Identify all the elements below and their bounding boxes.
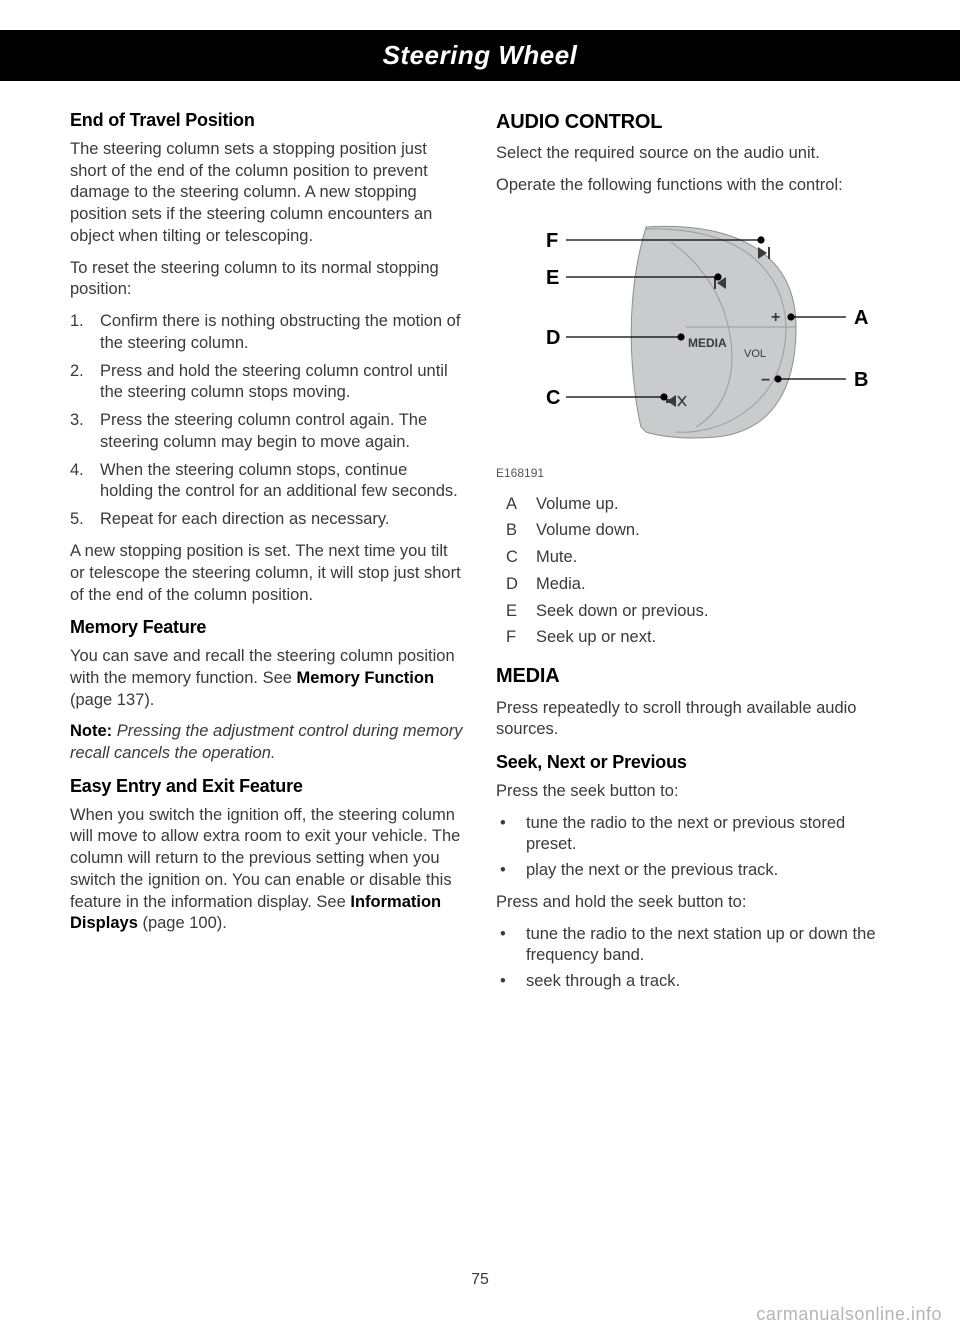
legend-value: Volume down. [536,520,640,542]
left-column: End of Travel Position The steering colu… [70,109,464,1003]
heading-media: MEDIA [496,663,890,689]
bullet-icon: • [496,813,526,857]
legend-value: Seek down or previous. [536,601,708,623]
minus-icon: − [761,372,770,389]
para: Operate the following functions with the… [496,175,890,197]
legend-key: E [496,601,536,623]
heading-end-of-travel: End of Travel Position [70,109,464,133]
reset-steps-list: 1.Confirm there is nothing obstructing t… [70,311,464,531]
legend-key: B [496,520,536,542]
page: Steering Wheel End of Travel Position Th… [0,0,960,1337]
legend-value: Media. [536,574,586,596]
note: Note: Pressing the adjustment control du… [70,721,464,765]
list-text: Confirm there is nothing obstructing the… [100,311,464,355]
list-item: 1.Confirm there is nothing obstructing t… [70,311,464,355]
callout-E: E [546,267,559,289]
list-item: •play the next or the previous track. [496,860,890,882]
content-columns: End of Travel Position The steering colu… [70,109,890,1003]
callout-B: B [854,369,868,391]
legend-item: ESeek down or previous. [496,601,890,623]
bullet-icon: • [496,971,526,993]
list-item: 4.When the steering column stops, contin… [70,460,464,504]
para: Select the required source on the audio … [496,143,890,165]
page-header: Steering Wheel [0,30,960,81]
callout-F: F [546,230,558,252]
media-button-label: MEDIA [688,336,727,350]
heading-easy-entry-exit: Easy Entry and Exit Feature [70,775,464,799]
list-number: 2. [70,361,100,405]
pod-shape [631,226,796,438]
heading-seek: Seek, Next or Previous [496,751,890,775]
xref-memory-function: Memory Function [297,669,435,687]
legend-item: DMedia. [496,574,890,596]
callout-C: C [546,387,560,409]
legend-key: F [496,627,536,649]
para: Press repeatedly to scroll through avail… [496,698,890,742]
legend-item: AVolume up. [496,494,890,516]
list-text: When the steering column stops, continue… [100,460,464,504]
list-item: 2.Press and hold the steering column con… [70,361,464,405]
list-text: tune the radio to the next station up or… [526,924,890,968]
heading-audio-control: AUDIO CONTROL [496,109,890,135]
para: The steering column sets a stopping posi… [70,139,464,248]
legend-item: CMute. [496,547,890,569]
para: You can save and recall the steering col… [70,646,464,711]
list-text: Repeat for each direction as necessary. [100,509,390,531]
list-text: play the next or the previous track. [526,860,778,882]
page-number: 75 [0,1271,960,1289]
note-text: Pressing the adjustment control during m… [70,722,463,762]
vol-button-label: VOL [744,348,766,360]
list-item: •seek through a track. [496,971,890,993]
diagram-id: E168191 [496,466,890,482]
para: Press and hold the seek button to: [496,892,890,914]
list-number: 3. [70,410,100,454]
legend-item: BVolume down. [496,520,890,542]
text: (page 137). [70,691,154,709]
heading-memory-feature: Memory Feature [70,616,464,640]
callout-D: D [546,327,560,349]
para: Press the seek button to: [496,781,890,803]
bullet-icon: • [496,860,526,882]
diagram-legend: AVolume up. BVolume down. CMute. DMedia.… [496,494,890,650]
para: To reset the steering column to its norm… [70,258,464,302]
legend-key: D [496,574,536,596]
list-item: •tune the radio to the next or previous … [496,813,890,857]
para: When you switch the ignition off, the st… [70,805,464,936]
legend-key: C [496,547,536,569]
plus-icon: + [771,309,780,326]
list-number: 5. [70,509,100,531]
list-text: tune the radio to the next or previous s… [526,813,890,857]
note-label: Note: [70,722,112,740]
list-item: •tune the radio to the next station up o… [496,924,890,968]
seek-hold-list: •tune the radio to the next station up o… [496,924,890,993]
text: (page 100). [138,914,227,932]
list-item: 5.Repeat for each direction as necessary… [70,509,464,531]
legend-value: Volume up. [536,494,619,516]
para: A new stopping position is set. The next… [70,541,464,606]
list-text: Press and hold the steering column contr… [100,361,464,405]
seek-press-list: •tune the radio to the next or previous … [496,813,890,882]
legend-value: Seek up or next. [536,627,656,649]
right-column: AUDIO CONTROL Select the required source… [496,109,890,1003]
list-item: 3.Press the steering column control agai… [70,410,464,454]
legend-item: FSeek up or next. [496,627,890,649]
watermark: carmanualsonline.info [756,1304,942,1325]
list-number: 1. [70,311,100,355]
callout-A: A [854,307,868,329]
list-text: Press the steering column control again.… [100,410,464,454]
legend-key: A [496,494,536,516]
audio-control-diagram: MEDIA VOL + − [496,207,890,482]
bullet-icon: • [496,924,526,968]
legend-value: Mute. [536,547,577,569]
list-number: 4. [70,460,100,504]
diagram-svg: MEDIA VOL + − [496,207,876,457]
list-text: seek through a track. [526,971,680,993]
